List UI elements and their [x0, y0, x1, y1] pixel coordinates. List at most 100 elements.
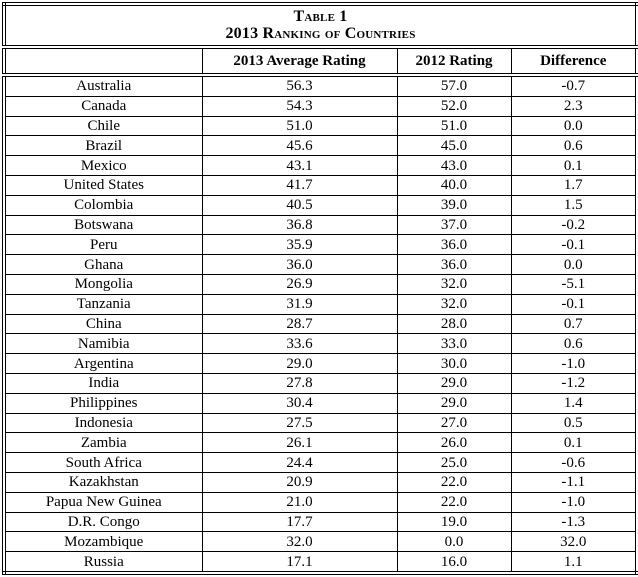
table-row: Ghana 36.0 36.0 0.0 [3, 254, 638, 275]
title-row: Table 1 2013 Ranking of Countries [3, 3, 638, 49]
table-row: Papua New Guinea 21.0 22.0 -1.0 [3, 491, 638, 513]
country-cell: Mozambique [3, 531, 203, 553]
rating-2012-cell: 39.0 [396, 194, 512, 216]
header-difference: Difference [510, 46, 638, 77]
rating-2012-cell: 29.0 [396, 372, 512, 394]
table-row: Australia 56.3 57.0 -0.7 [3, 74, 638, 97]
difference-cell: -0.2 [510, 214, 638, 236]
rating-2013-cell: 17.1 [201, 551, 398, 574]
difference-cell: -1.3 [510, 511, 638, 533]
difference-cell: -0.1 [510, 293, 638, 315]
difference-cell: -1.2 [510, 372, 638, 394]
rating-2012-cell: 16.0 [396, 551, 512, 574]
table-row: D.R. Congo 17.7 19.0 -1.3 [3, 511, 638, 533]
rating-2012-cell: 29.0 [396, 392, 512, 414]
difference-cell: 32.0 [510, 531, 638, 553]
rating-2012-cell: 19.0 [396, 511, 512, 533]
difference-cell: -0.6 [510, 452, 638, 473]
header-country [3, 46, 203, 77]
rating-2012-cell: 36.0 [396, 254, 512, 275]
rating-2012-cell: 32.0 [396, 273, 512, 295]
country-cell: Tanzania [3, 293, 203, 315]
table-row: Mexico 43.1 43.0 0.1 [3, 155, 638, 176]
country-cell: Peru [3, 234, 203, 256]
rating-2012-cell: 40.0 [396, 174, 512, 196]
difference-cell: 1.4 [510, 392, 638, 414]
country-cell: Argentina [3, 353, 203, 374]
difference-cell: 0.6 [510, 333, 638, 355]
country-cell: Brazil [3, 135, 203, 157]
difference-cell: 1.1 [510, 551, 638, 574]
table-row: Zambia 26.1 26.0 0.1 [3, 432, 638, 454]
rating-2013-cell: 56.3 [201, 74, 398, 97]
country-cell: Botswana [3, 214, 203, 236]
difference-cell: 0.7 [510, 313, 638, 335]
country-cell: Mexico [3, 155, 203, 176]
country-cell: China [3, 313, 203, 335]
rating-2012-cell: 26.0 [396, 432, 512, 454]
difference-cell: -5.1 [510, 273, 638, 295]
difference-cell: 0.1 [510, 432, 638, 454]
table-row: Russia 17.1 16.0 1.1 [3, 551, 638, 574]
rating-2012-cell: 27.0 [396, 412, 512, 434]
rating-2013-cell: 30.4 [201, 392, 398, 414]
rating-2013-cell: 31.9 [201, 293, 398, 315]
header-2012-rating: 2012 Rating [396, 46, 512, 77]
table-row: Chile 51.0 51.0 0.0 [3, 115, 638, 137]
table-row: United States 41.7 40.0 1.7 [3, 174, 638, 196]
title-line-1: Table 1 [293, 8, 348, 25]
difference-cell: 0.0 [510, 115, 638, 137]
rating-2013-cell: 41.7 [201, 174, 398, 196]
country-cell: United States [3, 174, 203, 196]
country-cell: Philippines [3, 392, 203, 414]
rating-2012-cell: 33.0 [396, 333, 512, 355]
difference-cell: -1.1 [510, 471, 638, 493]
rating-2012-cell: 57.0 [396, 74, 512, 97]
country-cell: South Africa [3, 452, 203, 473]
difference-cell: -1.0 [510, 353, 638, 374]
title-line-2: 2013 Ranking of Countries [225, 25, 416, 42]
rating-2013-cell: 54.3 [201, 95, 398, 117]
difference-cell: 2.3 [510, 95, 638, 117]
rating-2012-cell: 36.0 [396, 234, 512, 256]
table-row: India 27.8 29.0 -1.2 [3, 372, 638, 394]
rating-2013-cell: 21.0 [201, 491, 398, 513]
difference-cell: 0.6 [510, 135, 638, 157]
rating-2012-cell: 28.0 [396, 313, 512, 335]
country-cell: Papua New Guinea [3, 491, 203, 513]
country-cell: Russia [3, 551, 203, 574]
rating-2013-cell: 24.4 [201, 452, 398, 473]
country-cell: Mongolia [3, 273, 203, 295]
country-cell: Kazakhstan [3, 471, 203, 493]
rating-2013-cell: 26.1 [201, 432, 398, 454]
table-row: Tanzania 31.9 32.0 -0.1 [3, 293, 638, 315]
rating-2012-cell: 51.0 [396, 115, 512, 137]
rating-2013-cell: 27.8 [201, 372, 398, 394]
rating-2013-cell: 51.0 [201, 115, 398, 137]
rating-2013-cell: 36.0 [201, 254, 398, 275]
country-cell: Colombia [3, 194, 203, 216]
country-cell: D.R. Congo [3, 511, 203, 533]
table-row: Colombia 40.5 39.0 1.5 [3, 194, 638, 216]
table-title: Table 1 2013 Ranking of Countries [3, 3, 638, 49]
rating-2013-cell: 26.9 [201, 273, 398, 295]
rating-2012-cell: 22.0 [396, 471, 512, 493]
table-row: Peru 35.9 36.0 -0.1 [3, 234, 638, 256]
table-row: Canada 54.3 52.0 2.3 [3, 95, 638, 117]
rating-2012-cell: 22.0 [396, 491, 512, 513]
table-row: Indonesia 27.5 27.0 0.5 [3, 412, 638, 434]
table-row: Philippines 30.4 29.0 1.4 [3, 392, 638, 414]
header-2013-average-rating: 2013 Average Rating [201, 46, 398, 77]
rating-2013-cell: 45.6 [201, 135, 398, 157]
rating-2013-cell: 29.0 [201, 353, 398, 374]
rating-2013-cell: 20.9 [201, 471, 398, 493]
table-row: Brazil 45.6 45.0 0.6 [3, 135, 638, 157]
difference-cell: -0.1 [510, 234, 638, 256]
rating-2012-cell: 52.0 [396, 95, 512, 117]
difference-cell: 0.1 [510, 155, 638, 176]
table-body: Australia 56.3 57.0 -0.7 Canada 54.3 52.… [3, 74, 638, 574]
country-cell: Chile [3, 115, 203, 137]
rating-2013-cell: 35.9 [201, 234, 398, 256]
